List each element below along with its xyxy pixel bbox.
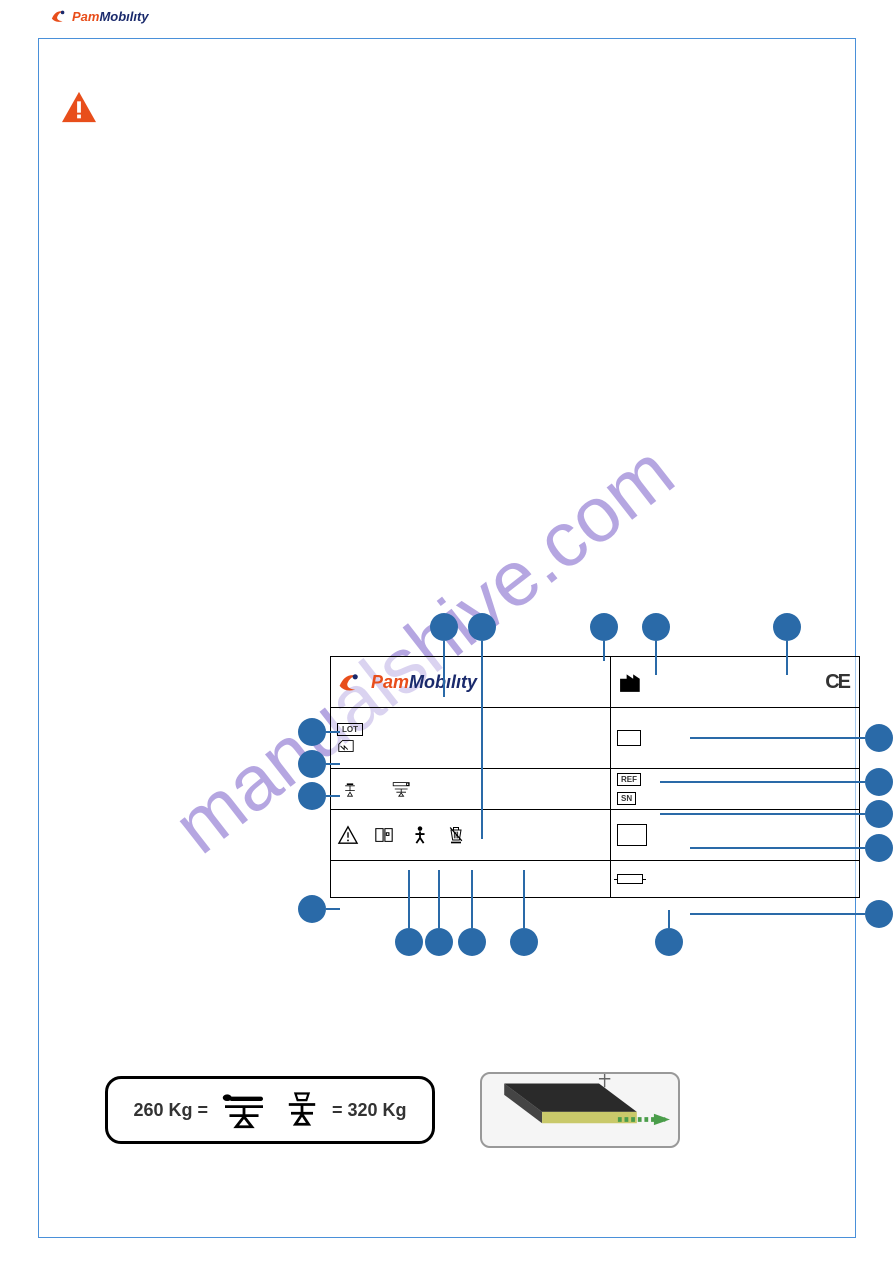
ref-icon: REF	[617, 773, 641, 786]
callout-circle	[425, 928, 453, 956]
patient-balance-icon	[216, 1091, 272, 1129]
callout-line	[326, 763, 340, 765]
callout-line	[326, 795, 340, 797]
callout-line	[438, 870, 440, 928]
callout-line	[481, 641, 483, 839]
callout-line	[690, 913, 865, 915]
callout-circle	[642, 613, 670, 641]
callout-line	[660, 781, 865, 783]
callout-line	[690, 737, 865, 739]
callout-circle	[773, 613, 801, 641]
weight-left-value: 260 Kg =	[133, 1100, 208, 1121]
callout-line	[471, 870, 473, 928]
page-header: PamMobılıty	[50, 8, 149, 24]
cell-ref-sn: REF SN	[611, 769, 859, 809]
caution-icon	[337, 825, 359, 845]
callout-line	[523, 870, 525, 928]
label-row-header: PamMobılıty CE	[331, 657, 859, 708]
callout-line	[326, 908, 340, 910]
callout-line	[443, 641, 445, 697]
callout-circle	[865, 800, 893, 828]
callout-circle	[430, 613, 458, 641]
callout-circle	[395, 928, 423, 956]
cell-lot-date: LOT	[331, 708, 611, 768]
callout-line	[603, 641, 605, 661]
sn-icon: SN	[617, 792, 636, 805]
ce-mark: CE	[825, 671, 849, 694]
logo-swoosh-icon	[50, 8, 68, 24]
label-brand-text: PamMobılıty	[371, 672, 477, 693]
cell-brand: PamMobılıty	[331, 657, 611, 707]
blank-box-icon	[617, 824, 647, 846]
callout-circle	[298, 895, 326, 923]
callout-circle	[510, 928, 538, 956]
weight-right-value: = 320 Kg	[332, 1100, 407, 1121]
callout-circle	[468, 613, 496, 641]
identification-label: PamMobılıty CE LOT	[330, 656, 860, 898]
read-manual-icon	[373, 825, 395, 845]
callout-line	[786, 641, 788, 675]
callout-circle	[865, 768, 893, 796]
callout-circle	[298, 750, 326, 778]
label-row-weight: REF SN	[331, 769, 859, 810]
label-row-fuse	[331, 861, 859, 897]
callout-circle	[298, 782, 326, 810]
balance-warn-icon	[341, 781, 359, 797]
callout-circle	[865, 724, 893, 752]
cell-blank-box	[611, 810, 859, 860]
label-row-symbols	[331, 810, 859, 861]
blank-box-icon	[617, 730, 641, 746]
warning-icon	[60, 90, 98, 124]
factory-icon	[617, 670, 645, 694]
mattress-panel	[480, 1072, 680, 1148]
callout-circle	[298, 718, 326, 746]
weee-icon	[445, 825, 467, 845]
callout-circle	[590, 613, 618, 641]
date-icon	[337, 738, 355, 754]
type-b-icon	[409, 825, 431, 845]
cell-fuse	[611, 861, 859, 897]
brand-label: PamMobılıty	[72, 9, 149, 24]
mattress-icon	[482, 1074, 678, 1146]
callout-circle	[458, 928, 486, 956]
load-balance-icon	[280, 1091, 324, 1129]
callout-circle	[865, 834, 893, 862]
callout-line	[668, 910, 670, 928]
callout-circle	[865, 900, 893, 928]
callout-line	[408, 870, 410, 928]
cell-safety-symbols	[331, 810, 611, 860]
cell-manufacturer-ce: CE	[611, 657, 859, 707]
logo-swoosh-icon	[337, 670, 363, 694]
callout-line	[326, 731, 340, 733]
weight-capacity-panel: 260 Kg = = 320 Kg	[105, 1076, 435, 1144]
callout-line	[655, 641, 657, 675]
fuse-icon	[617, 874, 643, 884]
cell-weight-symbols	[331, 769, 611, 809]
callout-circle	[655, 928, 683, 956]
lot-icon: LOT	[337, 723, 363, 736]
bed-balance-icon	[389, 781, 415, 797]
callout-line	[690, 847, 865, 849]
callout-line	[660, 813, 865, 815]
